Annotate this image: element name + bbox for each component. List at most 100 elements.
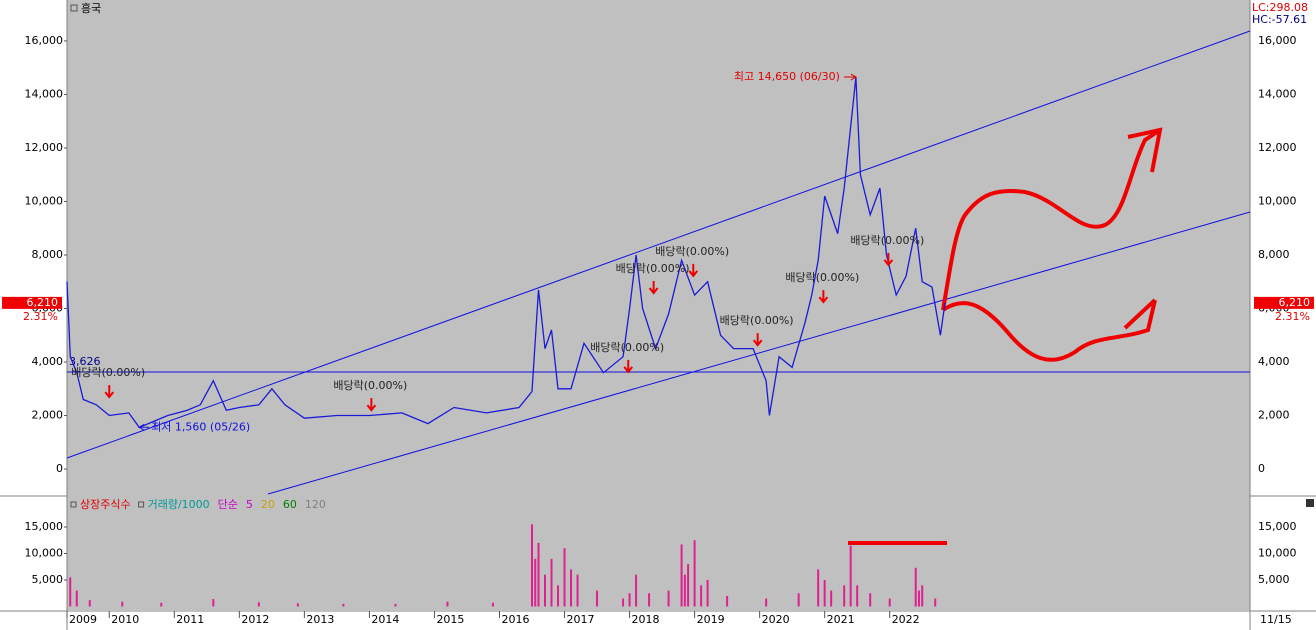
dividend-label: 배당락(0.00%) (720, 314, 794, 327)
x-tick-label: 2020 (762, 613, 790, 626)
y-tick-label: 14,000 (25, 87, 64, 100)
legend-item: 20 (261, 498, 275, 511)
volume-bar (537, 542, 540, 607)
volume-bar (648, 593, 651, 607)
volume-bar (550, 558, 553, 607)
dividend-arrow (366, 398, 377, 412)
volume-bar (680, 544, 683, 607)
volume-bar (823, 580, 826, 607)
date: 11/15 (1260, 613, 1292, 626)
change: 2.31% (1275, 310, 1310, 323)
legend-item: 거래량/1000 (148, 498, 210, 511)
legend-item: 60 (283, 498, 297, 511)
volume-bar (563, 548, 566, 607)
y-tick-label: 0 (56, 462, 63, 475)
volume-bar (446, 601, 449, 607)
legend-item: 5 (246, 498, 253, 511)
volume-bar (830, 590, 833, 607)
y-tick-label: 10,000 (1258, 194, 1297, 207)
volume-bar (706, 580, 709, 607)
dividend-arrow (623, 359, 634, 374)
volume-bar (544, 574, 547, 607)
volume-bar (888, 598, 891, 607)
last-price-box (1254, 296, 1314, 309)
volume-bar (667, 590, 670, 607)
x-tick-label: 2015 (436, 613, 464, 626)
volume-panel (67, 497, 1250, 610)
scribble (941, 298, 1157, 362)
volume-bar (596, 590, 599, 607)
dividend-label: 배당락(0.00%) (333, 379, 407, 392)
volume-bar (934, 598, 937, 607)
scribble (941, 127, 1163, 311)
volume-bar (921, 585, 924, 607)
x-tick-label: 2016 (501, 613, 529, 626)
x-tick-label: 2010 (111, 613, 139, 626)
y-tick-label: 8,000 (1258, 248, 1290, 261)
y-tick-label: 15,000 (1258, 520, 1297, 533)
dividend-arrow (752, 333, 763, 347)
volume-bar (576, 574, 579, 607)
dividend-label: 배당락(0.00%) (785, 271, 859, 284)
volume-bar (683, 574, 686, 607)
price-panel (67, 0, 1250, 495)
trend-line (66, 30, 1251, 459)
y-tick-label: 15,000 (25, 520, 64, 533)
last-price: 6,210 (27, 296, 59, 309)
volume-bar (75, 590, 78, 607)
close-button[interactable] (1306, 499, 1314, 507)
y-tick-label: 5,000 (1258, 573, 1290, 586)
y-tick-label: 10,000 (25, 547, 64, 560)
volume-bar (88, 600, 91, 607)
legend-icon (138, 501, 145, 508)
y-tick-label: 10,000 (25, 194, 64, 207)
y-tick-label: 16,000 (1258, 34, 1297, 47)
y-tick-label: 2,000 (1258, 409, 1290, 422)
low-arrow (138, 423, 150, 431)
y-tick-label: 4,000 (32, 355, 64, 368)
lc: LC:298.08 (1252, 1, 1308, 14)
volume-bar (570, 569, 573, 607)
y-tick-label: 5,000 (32, 573, 64, 586)
dividend-label: 배당락(0.00%) (71, 366, 145, 379)
volume-bar (531, 524, 534, 607)
volume-bar (726, 595, 729, 607)
x-tick-label: 2012 (241, 613, 269, 626)
volume-bar (394, 603, 397, 607)
volume-bar (628, 593, 631, 607)
volume-bar (622, 598, 625, 607)
x-tick-label: 2017 (567, 613, 595, 626)
trend-line (267, 211, 1251, 495)
volume-bar (635, 574, 638, 607)
y-tick-label: 16,000 (25, 34, 64, 47)
volume-bar (765, 598, 768, 607)
last-price: 6,210 (1279, 296, 1311, 309)
volume-bar (917, 590, 920, 607)
dividend-label: 배당락(0.00%) (655, 245, 729, 258)
volume-bar (212, 599, 215, 607)
dividend-label: 배당락(0.00%) (850, 234, 924, 247)
x-tick-label: 2013 (306, 613, 334, 626)
dividend-label: 배당락(0.00%) (616, 262, 690, 275)
legend-icon (70, 501, 77, 508)
x-tick-label: 2009 (69, 613, 97, 626)
volume-bar (491, 602, 494, 607)
volume-bar (160, 602, 163, 607)
volume-bar (869, 593, 872, 607)
dividend-arrow (818, 290, 829, 304)
legend-item: 상장주식수 (80, 498, 131, 511)
volume-bar (257, 602, 260, 607)
y-tick-label: 12,000 (1258, 141, 1297, 154)
y-tick-label: 8,000 (32, 248, 64, 261)
x-tick-label: 2021 (827, 613, 855, 626)
x-tick-label: 2019 (697, 613, 725, 626)
dividend-arrow (688, 263, 699, 278)
volume-bar (693, 540, 696, 607)
volume-bar (700, 585, 703, 607)
y-tick-label: 0 (1258, 462, 1265, 475)
x-tick-label: 2022 (892, 613, 920, 626)
volume-bar (69, 577, 72, 607)
hline-label: 3,626 (69, 355, 101, 368)
volume-bar (797, 593, 800, 607)
